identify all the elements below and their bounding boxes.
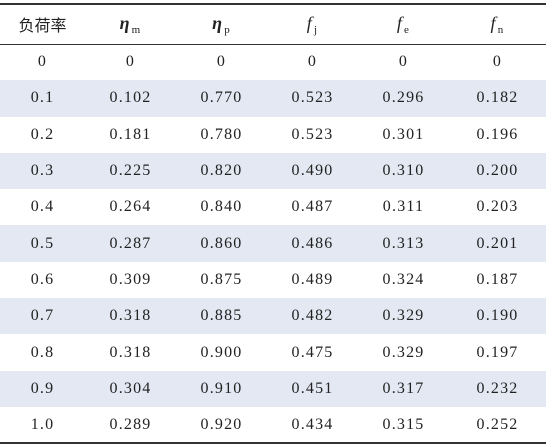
table-row: 0 0 0 0 0 0: [0, 44, 546, 80]
table-cell: 0.875: [200, 270, 243, 288]
header-f-e: fe: [358, 4, 449, 44]
table-cell: 0.324: [382, 270, 425, 288]
table-row: 0.9 0.304 0.910 0.451 0.317 0.232: [0, 370, 546, 407]
header-f-n: fn: [449, 4, 546, 44]
table-cell: 0.200: [476, 162, 519, 180]
table-row: 0.3 0.225 0.820 0.490 0.310 0.200: [0, 152, 546, 190]
table-cell: 0.5: [30, 234, 55, 252]
table-cell: 0.1: [30, 89, 55, 107]
table-cell: 0.475: [291, 343, 334, 361]
table-row: 0.4 0.264 0.840 0.487 0.311 0.203: [0, 189, 546, 225]
table-cell: 0.523: [291, 89, 334, 107]
header-f-e-symbol: f: [396, 12, 404, 33]
table-cell: 0.287: [109, 234, 152, 252]
header-eta-p-subscript: p: [224, 23, 231, 36]
table-cell: 0.885: [200, 307, 243, 325]
header-eta-p: ηp: [176, 4, 267, 44]
table-cell: 0.196: [476, 125, 519, 143]
table-cell: 0.770: [200, 89, 243, 107]
table-cell: 0.318: [109, 307, 152, 325]
header-f-j: fj: [267, 4, 358, 44]
table-cell: 0.840: [200, 198, 243, 216]
table-cell: 0.780: [200, 125, 243, 143]
header-eta-m-symbol: η: [119, 12, 131, 33]
table-row: 0.6 0.309 0.875 0.489 0.324 0.187: [0, 262, 546, 298]
table-cell: 0.4: [30, 198, 55, 216]
table-row: 0.2 0.181 0.780 0.523 0.301 0.196: [0, 117, 546, 153]
table-row: 0.7 0.318 0.885 0.482 0.329 0.190: [0, 298, 546, 335]
table-row: 0.8 0.318 0.900 0.475 0.329 0.197: [0, 334, 546, 370]
table-cell: 0.490: [291, 162, 334, 180]
table-cell: 0.310: [382, 162, 425, 180]
table-cell: 0.910: [200, 379, 243, 397]
table-cell: 0.318: [109, 343, 152, 361]
table-cell: 0.523: [291, 125, 334, 143]
header-row: 负荷率 ηm ηp fj fe fn: [0, 4, 546, 44]
table-cell: 0.7: [30, 307, 55, 325]
table-cell: 0.201: [476, 234, 519, 252]
header-f-j-subscript: j: [313, 23, 319, 36]
table-cell: 0.8: [30, 343, 55, 361]
table-cell: 0.860: [200, 234, 243, 252]
header-f-n-subscript: n: [497, 23, 505, 36]
table-cell: 0.6: [30, 270, 55, 288]
table-cell: 0: [307, 53, 318, 71]
header-f-n-symbol: f: [490, 12, 497, 33]
table-cell: 0.190: [476, 307, 519, 325]
table-cell: 0.304: [109, 379, 152, 397]
table-cell: 0.315: [382, 415, 425, 433]
table-row: 1.0 0.289 0.920 0.434 0.315 0.252: [0, 407, 546, 444]
header-load-rate: 负荷率: [0, 4, 85, 44]
table-cell: 0.329: [382, 307, 425, 325]
table-body: 0 0 0 0 0 0 0.1 0.102 0.770 0.523 0.296 …: [0, 44, 546, 444]
table-cell: 0.232: [476, 379, 519, 397]
table-cell: 0.264: [109, 198, 152, 216]
table-cell: 0.301: [382, 125, 425, 143]
table-cell: 1.0: [30, 415, 55, 433]
table-cell: 0.197: [476, 343, 519, 361]
table-cell: 0: [37, 53, 48, 71]
table-cell: 0: [216, 53, 227, 71]
table-cell: 0.451: [291, 379, 334, 397]
header-eta-m: ηm: [85, 4, 176, 44]
header-eta-p-symbol: η: [212, 12, 224, 33]
table-cell: 0.182: [476, 89, 519, 107]
table-cell: 0.289: [109, 415, 152, 433]
data-table: 负荷率 ηm ηp fj fe fn: [0, 3, 546, 444]
table-cell: 0.329: [382, 343, 425, 361]
header-f-j-symbol: f: [306, 12, 313, 33]
table-cell: 0.900: [200, 343, 243, 361]
table-cell: 0.820: [200, 162, 243, 180]
table-row: 0.1 0.102 0.770 0.523 0.296 0.182: [0, 80, 546, 117]
table-cell: 0.296: [382, 89, 425, 107]
table-cell: 0.317: [382, 379, 425, 397]
table-cell: 0.252: [476, 415, 519, 433]
table-cell: 0.9: [30, 379, 55, 397]
table-cell: 0.434: [291, 415, 334, 433]
table-cell: 0.181: [109, 125, 152, 143]
table-header: 负荷率 ηm ηp fj fe fn: [0, 4, 546, 44]
table-cell: 0.3: [30, 162, 55, 180]
header-load-rate-label: 负荷率: [18, 16, 67, 36]
header-eta-m-subscript: m: [131, 23, 142, 36]
header-f-e-subscript: e: [404, 23, 411, 36]
table-row: 0.5 0.287 0.860 0.486 0.313 0.201: [0, 225, 546, 262]
table-cell: 0.225: [109, 162, 152, 180]
table-cell: 0: [398, 53, 409, 71]
table-cell: 0.489: [291, 270, 334, 288]
table-cell: 0.482: [291, 307, 334, 325]
table-cell: 0.203: [476, 198, 519, 216]
table-cell: 0.102: [109, 89, 152, 107]
table-cell: 0.309: [109, 270, 152, 288]
table-cell: 0: [125, 53, 136, 71]
table-cell: 0: [492, 53, 503, 71]
table-cell: 0.487: [291, 198, 334, 216]
table-cell: 0.486: [291, 234, 334, 252]
table-cell: 0.187: [476, 270, 519, 288]
table-cell: 0.311: [382, 198, 425, 216]
table-cell: 0.920: [200, 415, 243, 433]
table-cell: 0.2: [30, 125, 55, 143]
table-cell: 0.313: [382, 234, 425, 252]
